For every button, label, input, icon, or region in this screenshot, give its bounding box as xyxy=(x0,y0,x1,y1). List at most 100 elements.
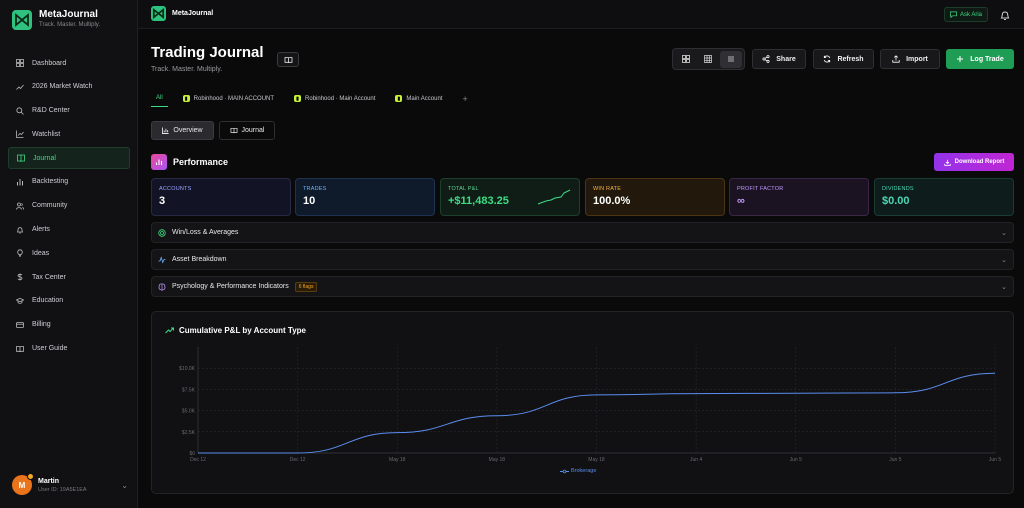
sidebar-item-watchlist[interactable]: Watchlist xyxy=(8,123,130,145)
sidebar-item-rd-center[interactable]: R&D Center xyxy=(8,100,130,122)
legend-line-icon xyxy=(560,469,569,473)
sparkline-icon xyxy=(537,189,571,205)
chart-legend[interactable]: Brokerage xyxy=(560,468,596,474)
chevron-updown-icon: ⌄ xyxy=(121,480,128,490)
layout-grid-small-button[interactable] xyxy=(697,51,719,68)
brand[interactable]: MetaJournal Track. Master. Multiply. xyxy=(12,9,100,30)
account-tab-label: Main Account xyxy=(406,95,443,102)
x-tick-label: May 18 xyxy=(489,457,506,463)
search-icon xyxy=(16,106,24,115)
account-tab-robinhood-main-upper[interactable]: ▮ Robinhood · MAIN ACCOUNT xyxy=(178,90,279,107)
target-icon xyxy=(158,228,166,237)
sidebar-item-backtesting[interactable]: Backtesting xyxy=(8,171,130,193)
book-icon xyxy=(17,154,25,163)
refresh-button[interactable]: Refresh xyxy=(813,49,874,69)
bulb-icon xyxy=(17,249,23,258)
notifications-button[interactable] xyxy=(1000,8,1010,26)
stat-card-dividends: DIVIDENDS $0.00 xyxy=(874,178,1014,216)
chat-icon xyxy=(950,11,957,18)
sidebar-item-dashboard[interactable]: Dashboard xyxy=(8,52,130,74)
y-tick-label: $0 xyxy=(189,451,195,457)
sidebar-item-journal[interactable]: Journal xyxy=(8,147,130,170)
brain-icon xyxy=(158,283,166,291)
chart-title: Cumulative P&L by Account Type xyxy=(179,326,306,335)
stat-value: ∞ xyxy=(737,195,745,207)
tab-overview[interactable]: Overview xyxy=(151,121,214,140)
sidebar-item-user-guide[interactable]: User Guide xyxy=(8,338,130,360)
brand-name: MetaJournal xyxy=(39,9,98,20)
stat-value: $0.00 xyxy=(882,195,910,207)
account-tab-all[interactable]: All xyxy=(151,90,168,107)
sidebar-nav: Dashboard 2026 Market Watch R&D Center W… xyxy=(8,52,130,361)
add-account-tab-button[interactable]: + xyxy=(457,90,472,107)
section-asset-breakdown[interactable]: Asset Breakdown ⌄ xyxy=(151,249,1014,270)
account-tab-main[interactable]: ▮ Main Account xyxy=(390,90,447,107)
user-id: User ID: 19A5E1EA xyxy=(38,486,87,493)
account-tab-label: Robinhood · Main Account xyxy=(305,95,376,102)
sidebar-item-billing[interactable]: Billing xyxy=(8,314,130,336)
upload-icon xyxy=(892,55,900,63)
legend-label: Brokerage xyxy=(571,468,597,474)
ask-aria-button[interactable]: Ask Aria xyxy=(944,7,988,22)
stat-value: +$11,483.25 xyxy=(448,195,509,207)
sidebar-item-label: Dashboard xyxy=(32,59,67,67)
journal-guide-button[interactable] xyxy=(277,52,299,67)
x-tick-label: Dec 12 xyxy=(290,457,306,463)
book-open-icon xyxy=(16,345,24,352)
sidebar-item-tax-center[interactable]: Tax Center xyxy=(8,266,130,288)
book-open-icon xyxy=(284,56,292,63)
user-menu[interactable]: M Martin User ID: 19A5E1EA ⌄ xyxy=(12,473,128,497)
sidebar-item-label: Ideas xyxy=(32,249,50,257)
cumulative-pnl-chart: Cumulative P&L by Account Type $0 $2.5K $5… xyxy=(151,311,1014,494)
sidebar-item-label: Watchlist xyxy=(32,130,61,138)
share-button[interactable]: Share xyxy=(752,49,806,69)
sidebar-item-label: User Guide xyxy=(32,345,68,353)
logo-icon xyxy=(12,9,32,30)
sidebar-item-community[interactable]: Community xyxy=(8,195,130,217)
stat-label: DIVIDENDS xyxy=(882,186,914,192)
sidebar-item-ideas[interactable]: Ideas xyxy=(8,242,130,264)
sidebar-item-label: 2026 Market Watch xyxy=(32,83,93,91)
grid-icon xyxy=(682,55,691,63)
stat-label: PROFIT FACTOR xyxy=(737,186,784,192)
page-title: Trading Journal xyxy=(151,44,264,61)
list-icon xyxy=(727,56,734,62)
log-trade-button[interactable]: Log Trade xyxy=(946,49,1014,69)
plus-icon: + xyxy=(462,93,468,104)
section-winloss-averages[interactable]: Win/Loss & Averages ⌄ xyxy=(151,222,1014,243)
user-name: Martin xyxy=(38,477,59,485)
sidebar-item-label: Billing xyxy=(32,321,51,329)
x-tick-label: Jun 5 xyxy=(889,457,901,463)
account-tab-label: All xyxy=(156,95,163,101)
topbar-brand[interactable]: MetaJournal xyxy=(151,6,213,21)
trend-icon xyxy=(16,84,24,90)
chart-plot: $0 $2.5K $5.0K $7.5K $10.0K Dec 12 Dec 12 May 1… xyxy=(179,347,1001,463)
import-button[interactable]: Import xyxy=(880,49,940,69)
robinhood-icon: ▮ xyxy=(294,95,302,102)
activity-icon xyxy=(158,255,166,264)
sidebar-item-label: Alerts xyxy=(32,226,50,234)
avatar: M xyxy=(12,473,34,495)
sidebar: MetaJournal Track. Master. Multiply. Das… xyxy=(0,0,138,508)
log-trade-label: Log Trade xyxy=(970,55,1004,63)
tab-journal-label: Journal xyxy=(241,127,265,134)
layout-grid-large-button[interactable] xyxy=(675,51,697,68)
tab-journal[interactable]: Journal xyxy=(219,121,275,140)
x-tick-label: Jun 5 xyxy=(989,457,1001,463)
main-content: Trading Journal Track. Master. Multiply.… xyxy=(138,29,1024,508)
ask-aria-label: Ask Aria xyxy=(959,11,982,18)
stat-value: 10 xyxy=(303,195,316,207)
download-report-button[interactable]: Download Report xyxy=(934,153,1014,171)
page-subtitle: Track. Master. Multiply. xyxy=(151,66,223,73)
stat-value: 100.0% xyxy=(593,195,631,207)
refresh-label: Refresh xyxy=(837,55,864,63)
grid-icon xyxy=(16,59,24,67)
sidebar-item-alerts[interactable]: Alerts xyxy=(8,219,130,241)
flags-badge: 6 flags xyxy=(294,281,318,292)
sidebar-item-market-watch[interactable]: 2026 Market Watch xyxy=(8,76,130,98)
section-psychology-indicators[interactable]: Psychology & Performance Indicators 6 fl… xyxy=(151,276,1014,297)
sidebar-item-education[interactable]: Education xyxy=(8,290,130,312)
layout-list-button[interactable] xyxy=(719,50,742,68)
account-tab-robinhood-main[interactable]: ▮ Robinhood · Main Account xyxy=(289,90,380,107)
